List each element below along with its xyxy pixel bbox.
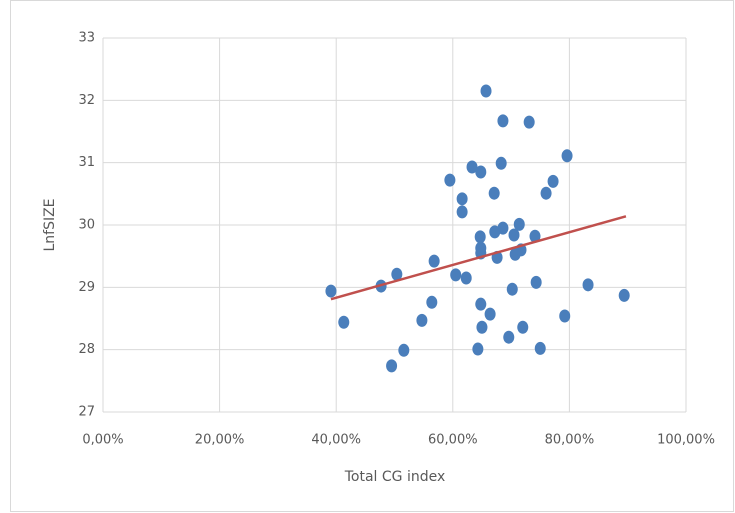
point bbox=[561, 149, 573, 163]
y-tick-label: 28 bbox=[78, 342, 95, 357]
point bbox=[460, 271, 472, 285]
point bbox=[540, 186, 552, 200]
point bbox=[476, 320, 488, 334]
point bbox=[508, 228, 520, 242]
point bbox=[503, 330, 515, 344]
x-axis-title: Total CG index bbox=[344, 469, 446, 485]
point bbox=[480, 84, 492, 98]
chart-frame bbox=[10, 0, 734, 512]
point bbox=[466, 160, 478, 174]
point bbox=[523, 115, 535, 129]
point bbox=[450, 268, 462, 282]
point bbox=[547, 174, 559, 188]
x-tick-label: 0,00% bbox=[82, 433, 123, 448]
point bbox=[484, 307, 496, 321]
trendline bbox=[330, 215, 627, 301]
point bbox=[472, 342, 484, 356]
x-tick-label: 80,00% bbox=[545, 433, 595, 448]
point bbox=[495, 156, 507, 170]
point bbox=[530, 275, 542, 289]
y-tick-label: 32 bbox=[78, 93, 95, 108]
point bbox=[497, 114, 509, 128]
point bbox=[513, 217, 525, 231]
point bbox=[444, 173, 456, 187]
point bbox=[529, 229, 541, 243]
y-tick-label: 33 bbox=[78, 31, 95, 46]
point bbox=[475, 297, 487, 311]
point bbox=[325, 284, 337, 298]
point bbox=[398, 343, 410, 357]
point bbox=[338, 315, 350, 329]
point bbox=[475, 165, 487, 179]
x-tick-label: 100,00% bbox=[657, 433, 715, 448]
point bbox=[428, 254, 440, 268]
point bbox=[391, 267, 403, 281]
point bbox=[534, 341, 546, 355]
point bbox=[517, 320, 529, 334]
point bbox=[497, 221, 509, 235]
y-tick-label: 27 bbox=[78, 405, 95, 420]
y-tick-label: 30 bbox=[78, 218, 95, 233]
y-axis-title: LnfSIZE bbox=[42, 198, 58, 251]
y-tick-label: 31 bbox=[78, 155, 95, 170]
point bbox=[488, 186, 500, 200]
point bbox=[416, 313, 428, 327]
point bbox=[506, 282, 518, 296]
point bbox=[474, 230, 486, 244]
point bbox=[456, 205, 468, 219]
point bbox=[456, 192, 468, 206]
point bbox=[386, 359, 398, 373]
x-tick-label: 20,00% bbox=[195, 433, 245, 448]
point bbox=[582, 278, 594, 292]
point bbox=[618, 288, 630, 302]
y-tick-label: 29 bbox=[78, 280, 95, 295]
x-tick-label: 40,00% bbox=[311, 433, 361, 448]
x-tick-label: 60,00% bbox=[428, 433, 478, 448]
point bbox=[426, 295, 438, 309]
point bbox=[559, 309, 571, 323]
